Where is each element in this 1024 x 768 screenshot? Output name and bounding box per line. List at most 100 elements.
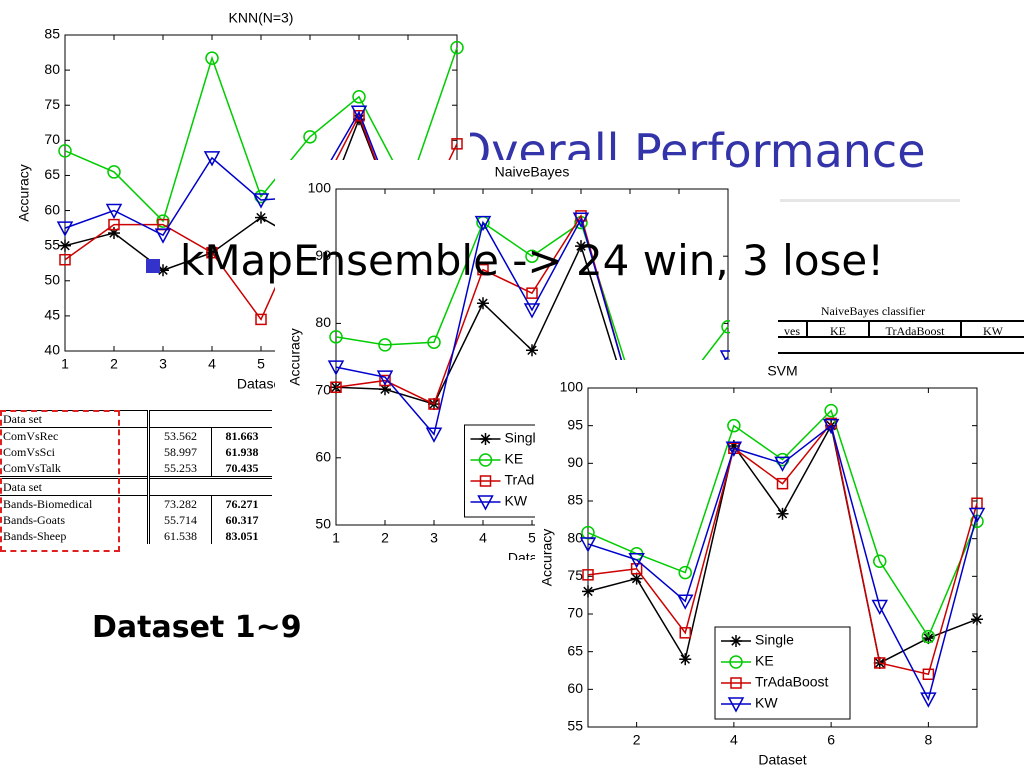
data-point (108, 227, 120, 240)
y-tick-label: 60 (44, 201, 60, 217)
table-row: ComVsSci 58.997 61.938 (0, 444, 272, 460)
table-body: Data set ComVsRec 53.562 81.663 ComVsSci 58.9… (0, 410, 272, 544)
data-point (679, 653, 692, 666)
table-cell: 55.253 (148, 460, 212, 478)
marker-shape (727, 418, 741, 433)
chart-title: SVM (767, 363, 797, 379)
table-cell (149, 411, 272, 428)
x-tick-label: 5 (257, 356, 265, 372)
chart: SVM Dataset Accuracy 55 60 65 70 75 80 85 90 95 100 2… (535, 360, 995, 765)
y-tick-label: 60 (315, 449, 331, 465)
marker-shape (572, 212, 590, 228)
marker-shape (922, 668, 935, 681)
marker-shape (108, 218, 120, 231)
marker-shape (774, 456, 791, 472)
table-cell: ComVsTalk (0, 460, 151, 478)
y-tick-label: 70 (315, 381, 331, 397)
table-header: KE (808, 320, 870, 338)
legend-label: KW (505, 493, 528, 509)
y-tick-label: 85 (567, 492, 583, 508)
data-point (252, 193, 270, 209)
data-point (873, 554, 887, 569)
x-tick-label: 2 (381, 530, 389, 546)
marker-shape (376, 370, 394, 386)
data-point (450, 40, 464, 55)
data-point (776, 477, 789, 490)
data-point (427, 335, 441, 349)
table-cell: 70.435 (225, 461, 259, 475)
data-point (203, 151, 221, 167)
data-point (303, 130, 317, 144)
table-cell: 60.317 (225, 513, 259, 527)
data-point (727, 697, 745, 713)
marker-shape (428, 398, 440, 410)
x-tick-label: 2 (633, 732, 641, 748)
data-point (730, 677, 742, 689)
table-row: Data set (0, 410, 272, 428)
y-axis-label: Accuracy (539, 529, 555, 587)
data-point (871, 599, 889, 616)
data-point (582, 585, 594, 598)
table-cell (149, 478, 272, 496)
table-cell: Bands-Biomedical (0, 495, 151, 512)
marker-shape (526, 287, 538, 299)
data-point (630, 563, 643, 575)
data-point (728, 442, 740, 455)
legend-label: Single (505, 430, 544, 446)
table-header: ves (778, 320, 808, 338)
data-point (376, 370, 394, 386)
table-cell: ComVsSci (0, 444, 151, 460)
table-row: Bands-Biomedical 73.282 76.271 (0, 495, 272, 512)
table-cell: ComVsRec (0, 427, 151, 444)
data-point (59, 253, 71, 266)
data-point (425, 427, 443, 443)
table-cell: Bands-Sheep (0, 528, 151, 544)
data-point (582, 569, 594, 581)
data-point (350, 105, 368, 121)
marker-shape (725, 441, 743, 457)
x-axis-label: Dataset (237, 376, 285, 392)
marker-shape (721, 320, 730, 334)
marker-shape (205, 51, 219, 65)
marker-shape (352, 90, 366, 104)
marker-shape (480, 434, 491, 444)
table-cell: 53.562 (148, 427, 212, 444)
data-point (920, 692, 937, 708)
x-axis-label: Dataset (508, 550, 556, 560)
table-cell: 55.714 (148, 512, 212, 528)
data-point (921, 629, 936, 644)
table: Data set ComVsRec 53.562 81.663 ComVsSci 58.9… (0, 410, 272, 544)
data-point (330, 381, 342, 393)
x-tick-label: 8 (924, 732, 932, 748)
y-tick-label: 65 (567, 642, 583, 658)
marker-shape (576, 241, 586, 251)
data-point (579, 537, 597, 553)
chart-title: KNN(N=3) (229, 10, 294, 26)
data-point (479, 475, 492, 487)
y-tick-label: 95 (567, 416, 583, 432)
data-point (59, 239, 71, 252)
marker-shape (920, 692, 937, 708)
marker-shape (631, 573, 642, 584)
marker-shape (873, 554, 887, 569)
data-point (327, 360, 345, 376)
marker-shape (350, 105, 368, 121)
marker-shape (731, 636, 741, 646)
x-tick-label: 1 (332, 530, 340, 546)
y-tick-label: 40 (44, 342, 60, 358)
series-line (587, 424, 978, 702)
data-point (329, 330, 343, 344)
data-point (523, 303, 541, 319)
data-point (206, 246, 218, 259)
marker-shape (729, 655, 743, 669)
marker-shape (203, 151, 221, 167)
table-header: Data set (0, 477, 151, 496)
marker-shape (378, 338, 392, 352)
data-point (628, 553, 645, 569)
marker-shape (921, 629, 936, 644)
marker-shape (330, 381, 342, 393)
y-tick-label: 75 (44, 96, 60, 112)
data-point (874, 657, 886, 669)
data-point (721, 320, 730, 334)
y-tick-label: 55 (567, 718, 583, 734)
